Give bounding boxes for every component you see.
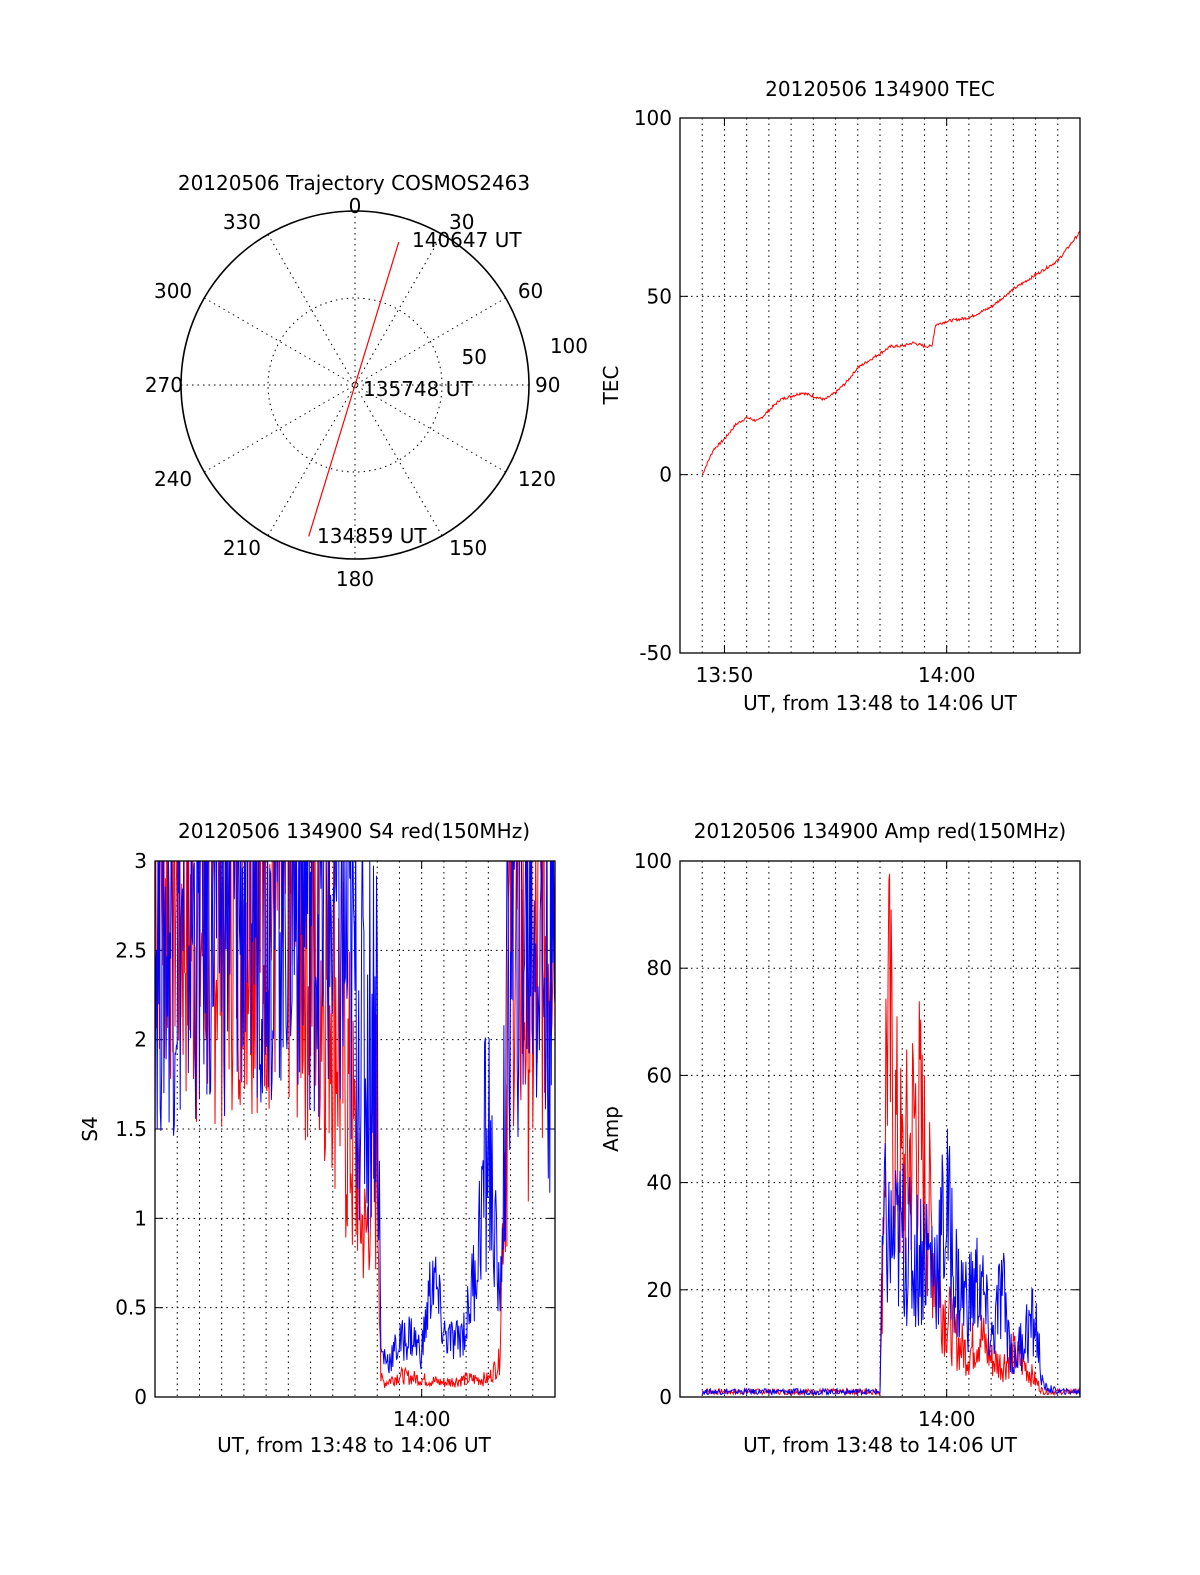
azimuth-label-210: 210 [223,536,261,560]
tec-title: 20120506 134900 TEC [765,77,995,101]
azimuth-label-270: 270 [145,373,183,397]
polar-track [308,241,400,537]
ytick-label: 0 [659,1385,672,1409]
ytick-label: 100 [634,106,672,130]
amp-xlabel: UT, from 13:48 to 14:06 UT [743,1433,1018,1457]
series-line-0 [155,861,555,1388]
series-line-1 [701,1128,1080,1397]
azimuth-label-0: 0 [349,194,362,218]
s4-chart: 20120506 134900 S4 red(150MHz) UT, from … [78,819,556,1457]
trajectory-line [308,241,400,537]
amp-chart: 20120506 134900 Amp red(150MHz) UT, from… [599,819,1081,1457]
s4-ylabel: S4 [78,1116,102,1141]
tec-chart: 20120506 134900 TEC UT, from 13:48 to 14… [599,77,1081,715]
xtick-label: 14:00 [918,663,976,687]
ytick-label: 0.5 [115,1296,147,1320]
azimuth-label-60: 60 [518,279,543,303]
ytick-label: 0 [134,1385,147,1409]
xtick-label: 14:00 [393,1407,451,1431]
azimuth-label-150: 150 [449,536,487,560]
amp-title: 20120506 134900 Amp red(150MHz) [694,819,1066,843]
radial-label-100: 100 [550,334,588,358]
s4-title: 20120506 134900 S4 red(150MHz) [178,819,530,843]
series-line-0 [701,873,1080,1397]
series-line-0 [701,231,1080,475]
azimuth-label-300: 300 [154,279,192,303]
azimuth-label-30: 30 [449,210,474,234]
annotation-end-time: 140647 UT [412,228,522,252]
annotation-mid-time: 135748 UT [363,377,473,401]
plot-frame [679,117,1081,654]
azimuth-label-120: 120 [518,467,556,491]
ytick-label: 40 [647,1171,672,1195]
xtick-label: 14:00 [918,1407,976,1431]
annotation-start-time: 134859 UT [317,524,427,548]
tec-xlabel: UT, from 13:48 to 14:06 UT [743,691,1018,715]
tec-ylabel: TEC [599,366,623,406]
series-line-1 [155,861,555,1374]
azimuth-label-90: 90 [535,373,560,397]
ytick-label: 0 [659,463,672,487]
polar-title: 20120506 Trajectory COSMOS2463 [178,171,530,195]
ytick-label: 50 [647,284,672,308]
ytick-label: 100 [634,849,672,873]
ytick-label: 1 [134,1206,147,1230]
plot-frame [679,860,1081,1398]
s4-xlabel: UT, from 13:48 to 14:06 UT [217,1433,492,1457]
ytick-label: 20 [647,1278,672,1302]
radial-label-50: 50 [462,345,487,369]
ring-50 [267,297,443,473]
ytick-label: 2 [134,1028,147,1052]
amp-ylabel: Amp [599,1106,623,1152]
polar-labels: 0 30 60 90 120 150 180 210 240 270 300 330 50 100 [145,194,588,591]
ytick-label: 80 [647,956,672,980]
polar-grid [180,210,530,560]
ytick-label: 60 [647,1063,672,1087]
ytick-label: 2.5 [115,938,147,962]
azimuth-label-330: 330 [223,210,261,234]
ytick-label: 1.5 [115,1117,147,1141]
xtick-label: 13:50 [696,663,754,687]
azimuth-label-180: 180 [336,567,374,591]
ytick-label: -50 [639,641,672,665]
ytick-label: 3 [134,849,147,873]
plot-frame [154,860,556,1398]
polar-chart: 20120506 Trajectory COSMOS2463 0 30 60 90 12… [145,171,588,591]
azimuth-label-240: 240 [154,467,192,491]
